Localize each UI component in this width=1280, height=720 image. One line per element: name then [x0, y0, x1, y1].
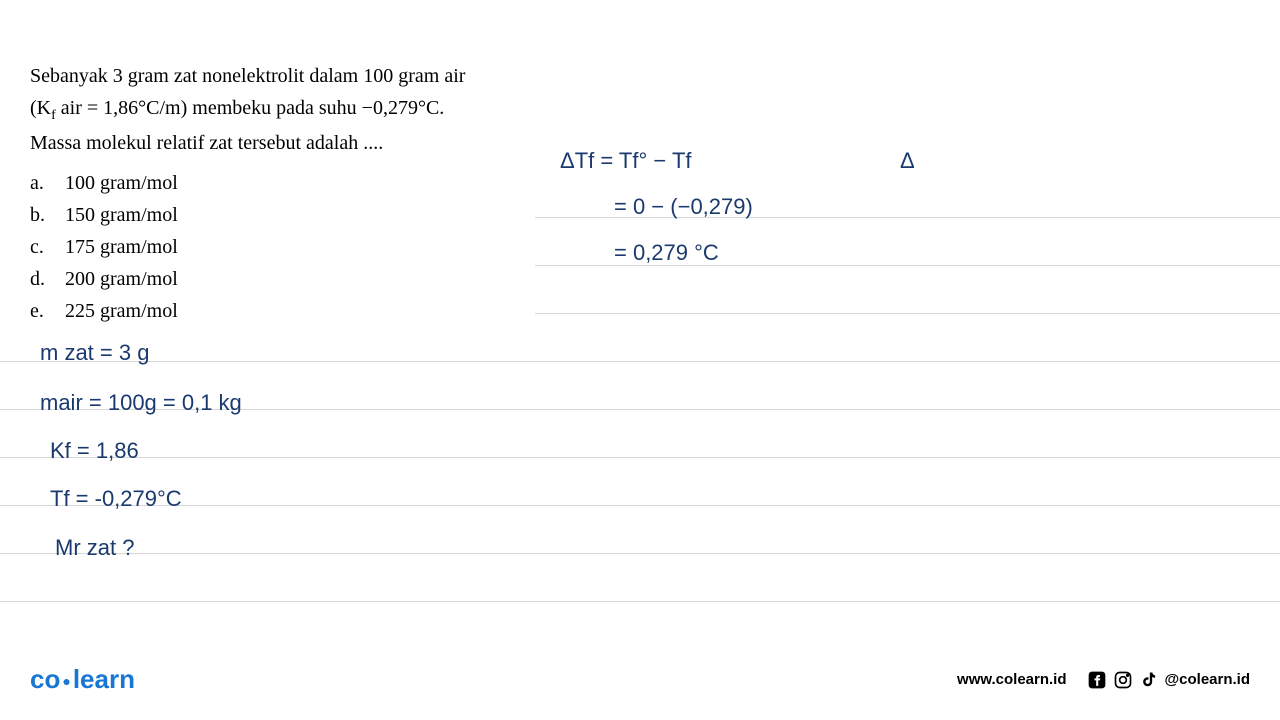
handwritten-right-2: = 0 − (−0,279): [614, 194, 753, 220]
option-e: e. 225 gram/mol: [30, 295, 1250, 327]
question-line-2: (Kf air = 1,86°C/m) membeku pada suhu −0…: [30, 92, 1250, 127]
handwritten-delta: Δ: [900, 148, 915, 174]
question-line-1: Sebanyak 3 gram zat nonelektrolit dalam …: [30, 60, 1250, 92]
tiktok-icon: [1139, 670, 1159, 690]
handwritten-left-2: mair = 100g = 0,1 kg: [40, 390, 242, 416]
handwritten-left-1: m zat = 3 g: [40, 340, 149, 366]
logo: co●learn: [30, 664, 135, 695]
handwritten-left-4: Tf = -0,279°C: [50, 486, 182, 512]
logo-learn: learn: [73, 664, 135, 694]
logo-co: co: [30, 664, 60, 694]
instagram-icon: [1113, 670, 1133, 690]
facebook-icon: [1087, 670, 1107, 690]
handwritten-right-1: ΔTf = Tf° − Tf: [560, 148, 692, 174]
website-url: www.colearn.id: [957, 671, 1066, 688]
logo-dot: ●: [62, 673, 70, 689]
handwritten-left-5: Mr zat ?: [55, 535, 134, 561]
footer-right: www.colearn.id @colearn.id: [957, 670, 1250, 690]
social-handle: @colearn.id: [1165, 671, 1250, 688]
social-group: @colearn.id: [1087, 670, 1250, 690]
option-d: d. 200 gram/mol: [30, 263, 1250, 295]
handwritten-right-3: = 0,279 °C: [614, 240, 719, 266]
handwritten-left-3: Kf = 1,86: [50, 438, 139, 464]
question-text: Sebanyak 3 gram zat nonelektrolit dalam …: [30, 60, 1250, 159]
footer: co●learn www.colearn.id @colearn.id: [30, 664, 1250, 695]
